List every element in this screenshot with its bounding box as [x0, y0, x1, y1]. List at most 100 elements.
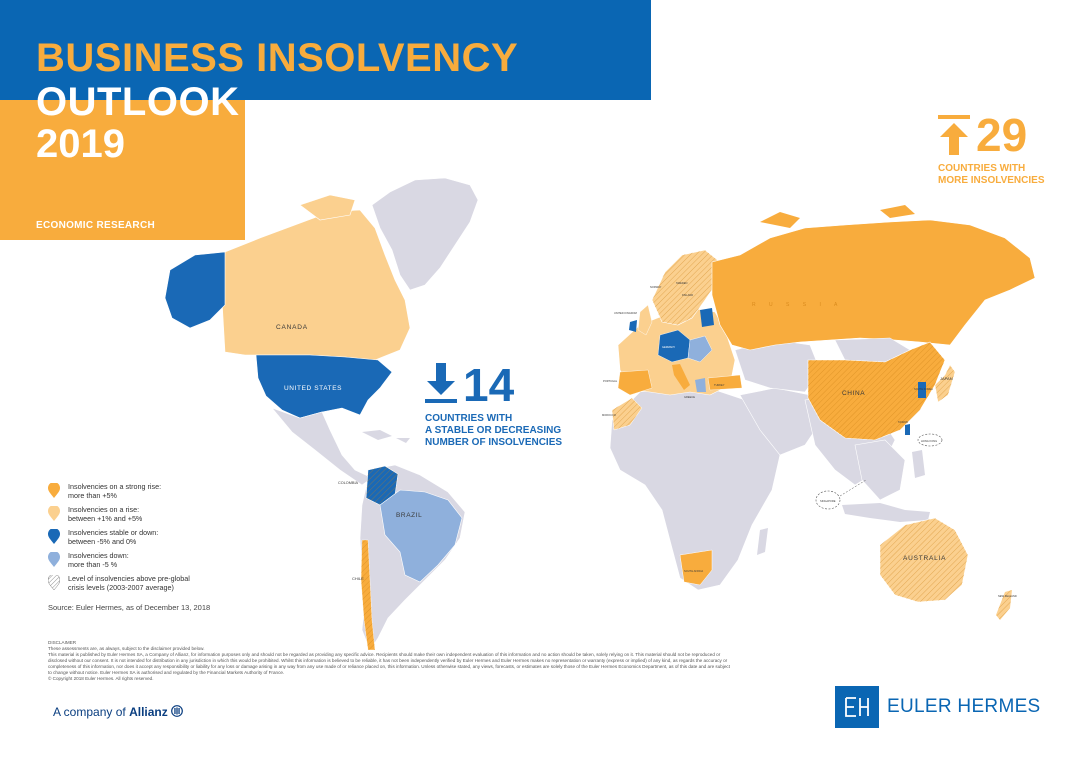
label-colombia: COLOMBIA — [338, 481, 359, 485]
disclaimer-line: These assessments are, as always, subjec… — [48, 646, 205, 651]
label-chile: CHILE — [352, 576, 364, 581]
disclaimer-heading: DISCLAIMER — [48, 640, 77, 645]
label-russia: R U S S I A — [752, 302, 843, 308]
brazil-region — [379, 489, 463, 583]
economic-research-label: ECONOMIC RESEARCH — [36, 220, 155, 231]
arrow-down-icon — [425, 363, 457, 403]
label-japan: JAPAN — [940, 376, 953, 381]
disclaimer-line: © Copyright 2018 Euler Hermes. All right… — [48, 676, 154, 681]
russia-northern-island — [760, 205, 915, 228]
title-line-2: OUTLOOK — [36, 80, 240, 124]
legend-sublabel: crisis levels (2003-2007 average) — [68, 583, 174, 592]
mexico-region — [271, 407, 373, 486]
united-kingdom-region — [637, 304, 653, 336]
canada-islands-region — [299, 194, 356, 221]
australia-hatch — [880, 518, 968, 602]
label-sweden: SWEDEN — [676, 281, 688, 285]
label-greece: GREECE — [684, 395, 695, 399]
stable-decreasing-count: 14 — [463, 359, 515, 411]
map-pin-icon — [48, 483, 60, 498]
label-norway: NORWAY — [650, 285, 662, 289]
alaska-region — [164, 251, 226, 329]
title-line-1: BUSINESS INSOLVENCY — [36, 36, 519, 80]
label-new-zealand: NEW ZEALAND — [998, 594, 1017, 598]
label-south-africa: SOUTH AFRICA — [684, 569, 703, 573]
legend-sublabel: more than +5% — [68, 491, 117, 500]
label-united-states: UNITED STATES — [284, 385, 342, 392]
baltics-region — [700, 308, 714, 327]
company-prefix: A company of — [53, 705, 126, 719]
central-europe-region — [687, 335, 713, 363]
label-germany: GERMANY — [662, 345, 675, 349]
map-pin-icon — [48, 506, 60, 521]
caribbean-region — [362, 430, 410, 443]
stable-decreasing-label-line2: A STABLE OR DECREASING — [425, 425, 562, 436]
more-insolvencies-label-line1: COUNTRIES WITH — [938, 163, 1026, 174]
euler-hermes-mark-icon — [835, 686, 879, 728]
hong-kong-callout — [917, 433, 943, 447]
legend-item-strong-rise: Insolvencies on a strong rise: more than … — [48, 482, 238, 504]
disclaimer: DISCLAIMER These assessments are, as alw… — [48, 640, 748, 682]
header-year-box — [0, 100, 245, 240]
more-insolvencies-count: 29 — [976, 109, 1028, 161]
stable-decreasing-label-line3: NUMBER OF INSOLVENCIES — [425, 437, 563, 448]
legend-label: Insolvencies down: — [68, 551, 129, 560]
turkey-region — [707, 374, 743, 391]
philippines-region — [912, 450, 925, 478]
allianz-logo: Allianz — [129, 705, 168, 719]
source-note: Source: Euler Hermes, as of December 13,… — [48, 603, 211, 612]
legend-item-above-crisis: Level of insolvencies above pre-global cr… — [48, 574, 238, 596]
russia-region — [711, 219, 1036, 351]
label-united-kingdom: UNITED KINGDOM — [614, 311, 637, 315]
legend-sublabel: more than -5 % — [68, 560, 118, 569]
hatched-pin-icon — [48, 575, 60, 591]
allianz-eagle-icon — [171, 705, 183, 717]
canada-region — [221, 209, 411, 361]
label-singapore: SINGAPORE — [820, 499, 836, 503]
label-taiwan: TAIWAN — [898, 420, 908, 424]
disclaimer-line: completeness of this information, nor do… — [48, 664, 730, 669]
ireland-region — [629, 320, 637, 332]
southeast-asia-region — [854, 439, 906, 501]
south-korea-region — [918, 382, 926, 398]
legend-label: Insolvencies stable or down: — [68, 528, 159, 537]
label-portugal: PORTUGAL — [603, 379, 618, 383]
morocco-hatch — [612, 398, 642, 430]
arrow-up-icon — [938, 115, 970, 155]
map-pin-icon — [48, 552, 60, 567]
legend-sublabel: between +1% and +5% — [68, 514, 143, 523]
japan-hatch — [935, 365, 955, 402]
label-hong-kong: HONG KONG — [921, 439, 937, 443]
more-insolvencies-label: COUNTRIES WITH MORE INSOLVENCIES — [938, 163, 1078, 187]
madagascar-region — [757, 528, 768, 555]
stable-decreasing-label: COUNTRIES WITH A STABLE OR DECREASING NU… — [425, 413, 565, 449]
map-legend: Insolvencies on a strong rise: more than … — [48, 482, 238, 597]
euler-hermes-wordmark: EULER HERMES — [887, 696, 1041, 717]
indonesia-region — [842, 503, 930, 522]
united-states-region — [255, 354, 393, 419]
disclaimer-line: disclosed without our consent. It is not… — [48, 658, 728, 663]
map-pin-icon — [48, 529, 60, 544]
greenland-region — [371, 177, 479, 291]
label-china: CHINA — [842, 390, 865, 397]
chile-hatch — [361, 540, 375, 650]
header-banner — [0, 0, 651, 100]
south-africa-region — [679, 549, 713, 586]
stable-decreasing-label-line1: COUNTRIES WITH — [425, 413, 513, 424]
allianz-company-note: A company of Allianz — [53, 705, 183, 719]
label-morocco: MOROCCO — [602, 413, 616, 417]
more-insolvencies-label-line2: MORE INSOLVENCIES — [938, 175, 1045, 186]
new-zealand-hatch — [996, 590, 1012, 620]
label-brazil: BRAZIL — [396, 512, 422, 519]
legend-item-stable-down: Insolvencies stable or down: between -5% … — [48, 528, 238, 550]
italy-region — [672, 364, 690, 390]
legend-sublabel: between -5% and 0% — [68, 537, 137, 546]
euler-hermes-logo: EULER HERMES — [835, 686, 1040, 728]
legend-label: Insolvencies on a rise: — [68, 505, 140, 514]
iberia-region — [617, 369, 653, 396]
taiwan-region — [905, 424, 910, 435]
label-australia: AUSTRALIA — [903, 555, 946, 562]
label-south-korea: SOUTH KOREA — [914, 387, 933, 391]
label-finland: FINLAND — [682, 293, 693, 297]
